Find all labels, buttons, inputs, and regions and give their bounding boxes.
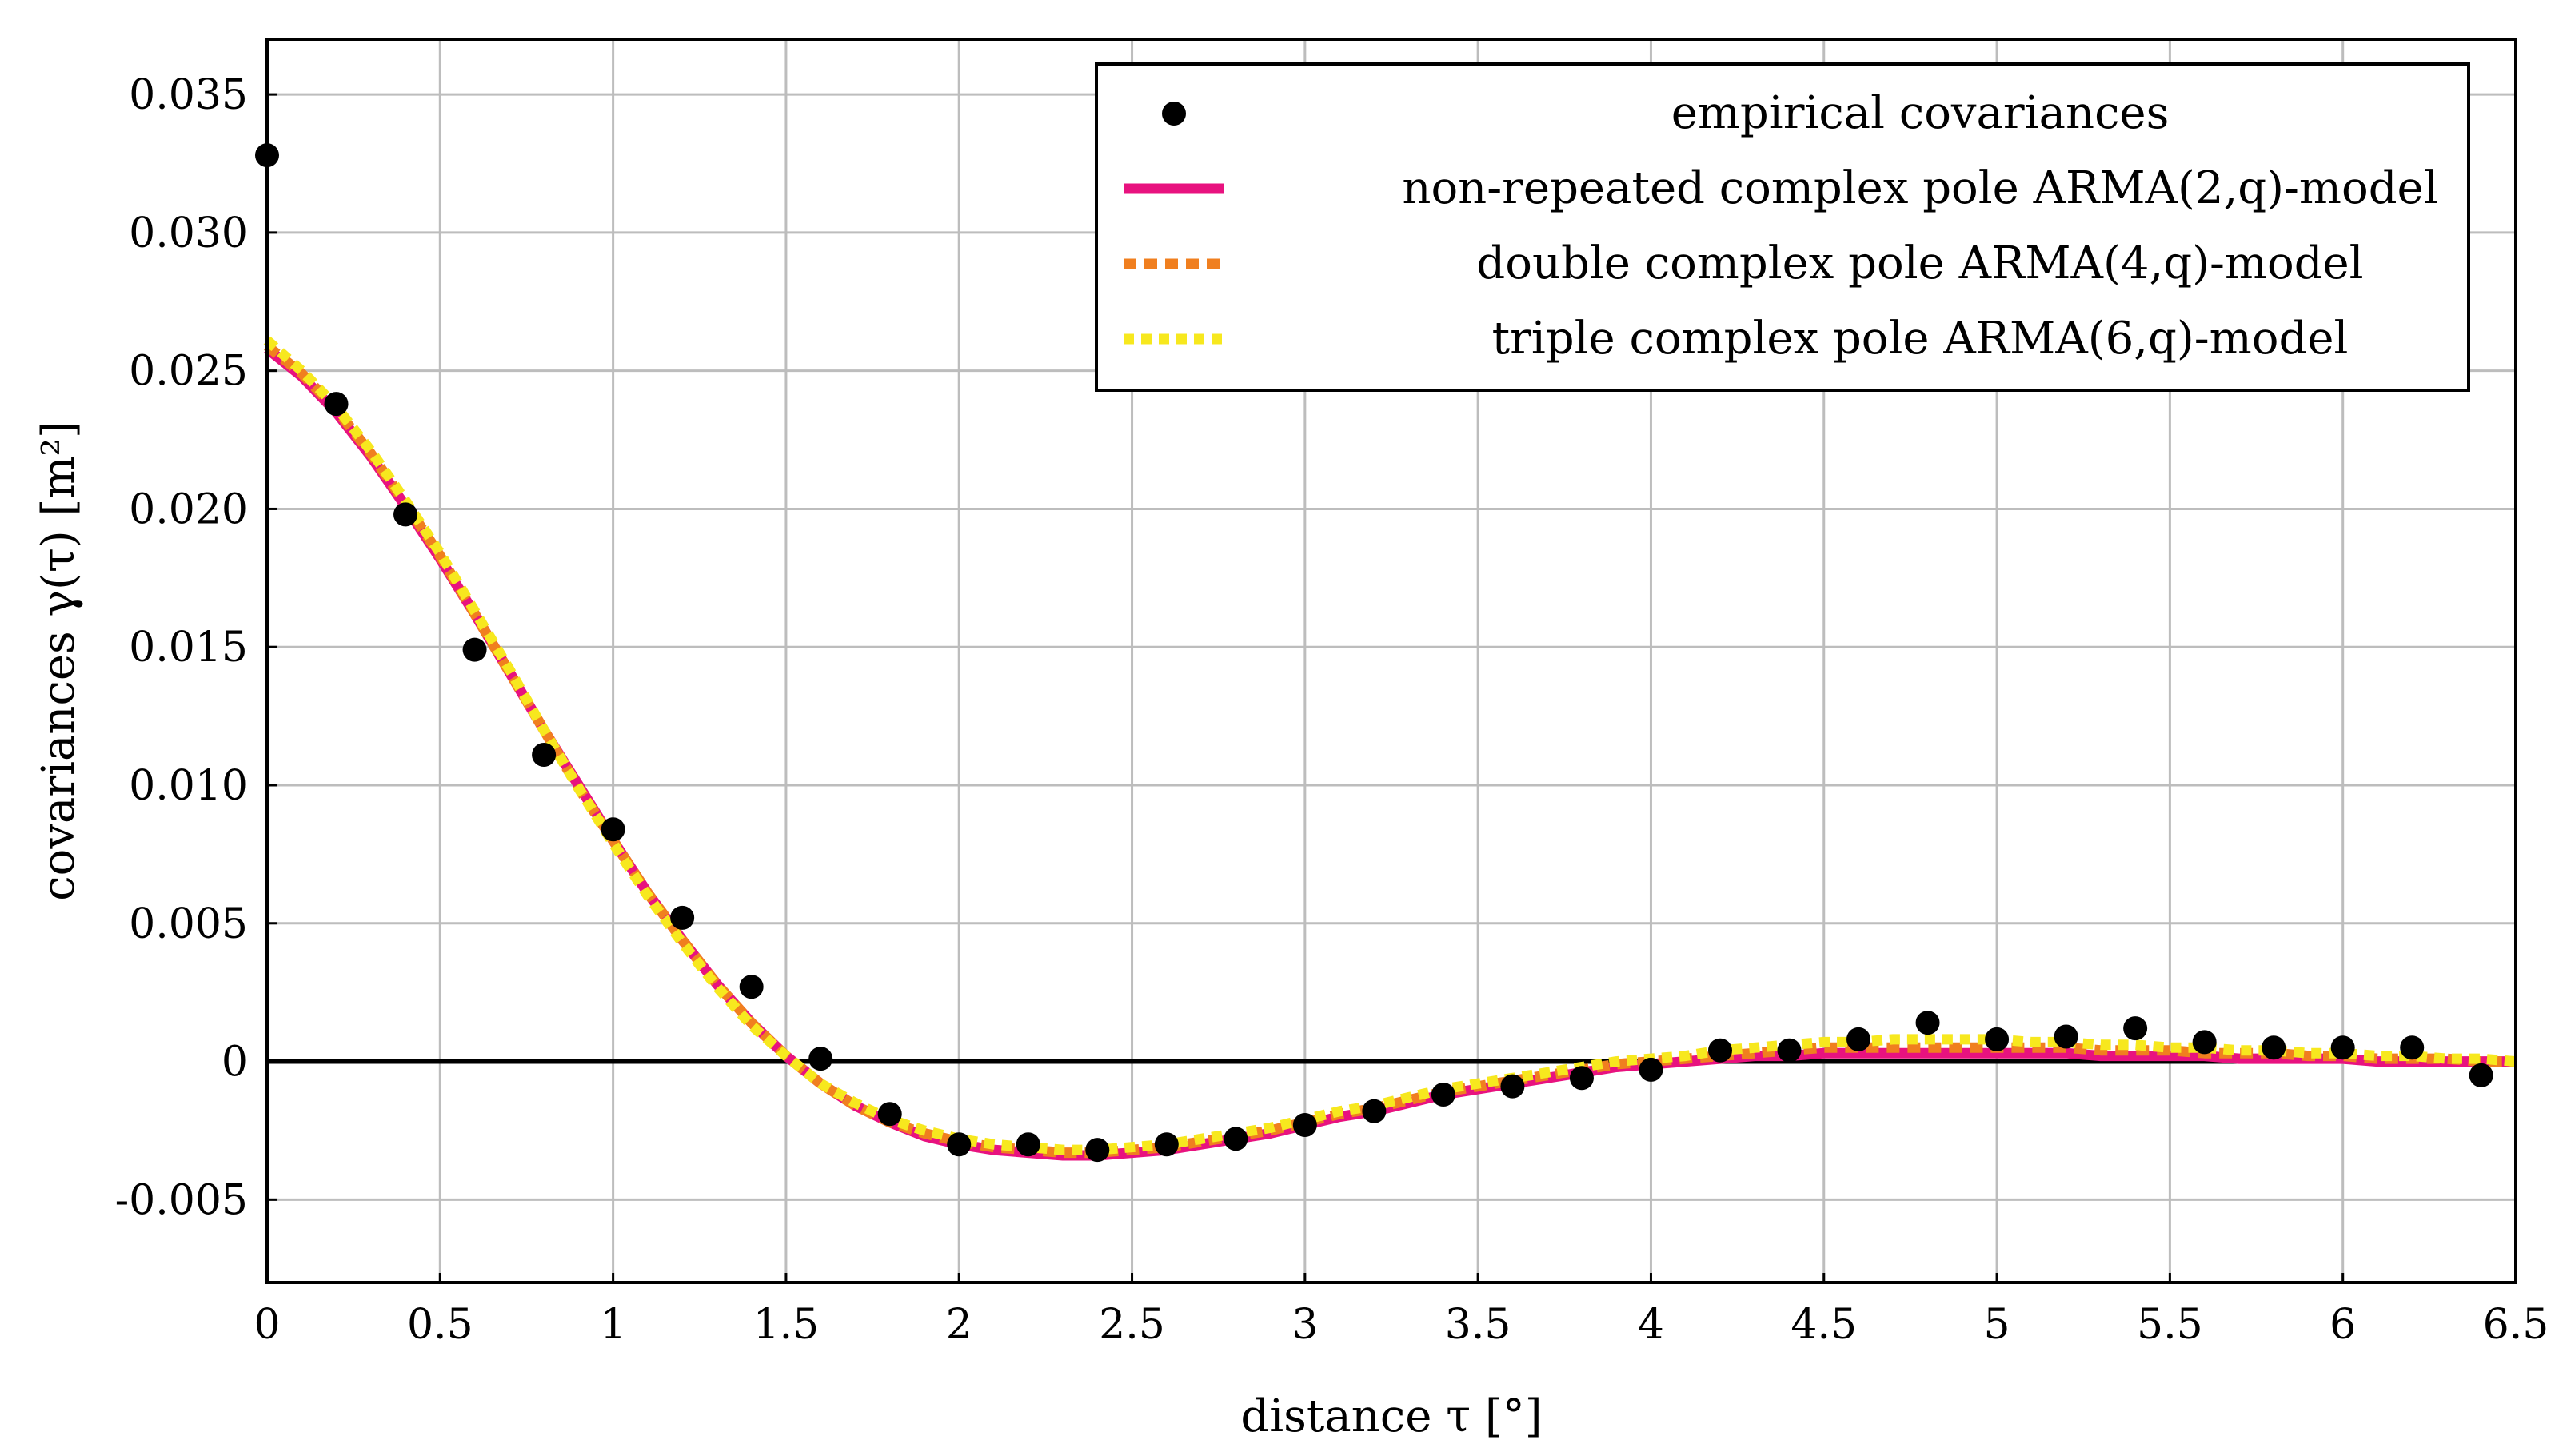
data-point [1292, 1113, 1317, 1138]
legend-label-series-1: non-repeated complex pole ARMA(2,q)-mode… [1402, 162, 2437, 214]
x-tick-label: 5 [1984, 1301, 2010, 1349]
y-tick-label: 0.005 [129, 900, 248, 948]
y-tick-label: -0.005 [115, 1176, 248, 1224]
y-axis-ticks: -0.005 0 0.005 0.010 0.015 0.020 0.025 0.030 0.0… [115, 71, 277, 1224]
data-point [1846, 1027, 1871, 1051]
x-tick-label: 4.5 [1791, 1301, 1857, 1349]
data-point [808, 1047, 833, 1071]
data-point [1154, 1132, 1179, 1157]
x-axis-title: distance τ [°] [1240, 1390, 1542, 1442]
data-point [1777, 1038, 1802, 1063]
data-point [2262, 1035, 2286, 1060]
x-tick-label: 3.5 [1445, 1301, 1511, 1349]
data-point [2400, 1035, 2425, 1060]
data-point [947, 1132, 972, 1157]
series-layer [263, 336, 2517, 1161]
x-tick-label: 5.5 [2137, 1301, 2203, 1349]
data-point [2469, 1063, 2493, 1087]
data-point [877, 1102, 902, 1127]
data-point [1016, 1132, 1040, 1157]
y-tick-label: 0.025 [129, 348, 248, 396]
x-axis-ticks: 0 0.5 1 1.5 2 2.5 3 3.5 4 4.5 5 5.5 6 6.5 [254, 1273, 2549, 1349]
data-point [1569, 1066, 1594, 1091]
data-point [1500, 1074, 1525, 1099]
legend-marker-scatter [1162, 102, 1186, 126]
x-tick-label: 4 [1638, 1301, 1664, 1349]
data-point [1985, 1027, 2010, 1051]
y-tick-label: 0 [222, 1039, 248, 1087]
data-point [601, 817, 625, 842]
y-tick-label: 0.010 [129, 762, 248, 810]
x-tick-label: 0.5 [407, 1301, 473, 1349]
y-tick-label: 0.020 [129, 485, 248, 533]
data-point [2054, 1024, 2078, 1049]
series-line-1 [263, 344, 2516, 1161]
x-tick-label: 2.5 [1099, 1301, 1165, 1349]
x-tick-label: 3 [1291, 1301, 1318, 1349]
y-tick-label: 0.030 [129, 209, 248, 257]
data-point [1915, 1011, 1940, 1035]
legend-box [1095, 62, 2470, 392]
data-point [1639, 1057, 1663, 1082]
data-point [2123, 1016, 2148, 1041]
series-line-3 [263, 336, 2517, 1155]
x-tick-label: 1.5 [753, 1301, 820, 1349]
data-point [739, 975, 764, 999]
data-point [324, 392, 349, 417]
legend-label-series-2: double complex pole ARMA(4,q)-model [1476, 237, 2363, 289]
x-tick-label: 0 [254, 1301, 280, 1349]
x-tick-label: 6 [2329, 1301, 2356, 1349]
data-point [1085, 1138, 1110, 1163]
legend-label-series-3: triple complex pole ARMA(6,q)-model [1492, 313, 2349, 365]
scatter-points [255, 143, 2493, 1163]
y-tick-label: 0.035 [129, 71, 248, 119]
data-point [1224, 1127, 1248, 1151]
data-point [1431, 1083, 1455, 1107]
y-tick-label: 0.015 [129, 624, 248, 672]
data-point [2330, 1035, 2355, 1060]
y-axis-title: covariances γ(τ) [m²] [33, 421, 85, 900]
x-tick-label: 1 [600, 1301, 626, 1349]
plot-frame [265, 38, 2517, 1284]
data-point [532, 742, 557, 767]
data-point [1362, 1099, 1387, 1123]
data-point [462, 637, 487, 662]
x-tick-label: 6.5 [2483, 1301, 2549, 1349]
data-point [1707, 1038, 1732, 1063]
data-point [670, 905, 695, 930]
x-tick-label: 2 [946, 1301, 972, 1349]
legend: empirical covariances non-repeated comple… [1095, 62, 2470, 392]
data-point [393, 502, 418, 527]
legend-label-scatter: empirical covariances [1671, 87, 2170, 139]
data-point [2192, 1030, 2217, 1055]
